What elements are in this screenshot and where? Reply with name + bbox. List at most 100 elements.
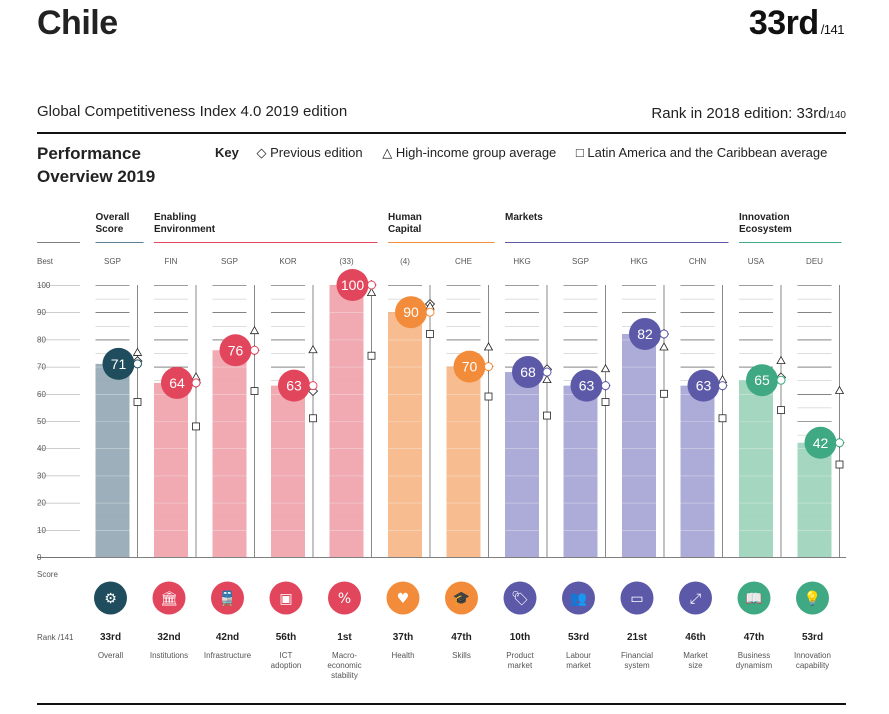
triangle-icon: △ <box>382 145 393 160</box>
group-label: Markets <box>505 212 543 223</box>
pillar-name: adoption <box>271 661 302 670</box>
diamond-icon: ◇ <box>256 145 267 160</box>
performance-title: Performance Overview 2019 <box>37 142 155 188</box>
score-value: 65 <box>754 372 770 388</box>
pillar-rank: 53rd <box>802 632 823 643</box>
pillar-name: Skills <box>452 651 471 660</box>
score-circle <box>219 334 252 367</box>
pillar-name: Macro- <box>332 651 357 660</box>
pillar-icon-circle <box>269 581 303 615</box>
best-economy-label: (4) <box>400 257 410 266</box>
best-economy-label: KOR <box>279 257 297 266</box>
best-economy-label: FIN <box>165 257 178 266</box>
pillar-icon-circle <box>152 581 186 615</box>
score-bar <box>388 312 422 557</box>
high-income-marker <box>659 342 669 351</box>
latam-marker <box>718 414 727 423</box>
pillar-icon-circle <box>737 581 771 615</box>
best-economy-label: HKG <box>630 257 647 266</box>
score-dot <box>835 438 844 448</box>
pillar-name: Product <box>506 651 534 660</box>
score-value: 90 <box>403 304 419 320</box>
pillar-name: economic <box>327 661 361 670</box>
pillar-name: Labour <box>566 651 591 660</box>
group-label: Enabling <box>154 212 196 223</box>
best-economy-label: DEU <box>806 257 823 266</box>
bottom-rule <box>37 703 846 705</box>
legend-label: Key <box>215 145 239 160</box>
score-circle <box>512 356 544 389</box>
best-economy-label: (33) <box>339 257 354 266</box>
card-icon: ▭ <box>630 591 643 607</box>
top-rule <box>37 132 846 134</box>
pillar-icon-circle <box>445 581 478 615</box>
score-value: 63 <box>286 378 302 394</box>
best-economy-label: SGP <box>572 257 589 266</box>
pillar-name: Overall <box>98 651 124 660</box>
legend-latam: □ Latin America and the Caribbean averag… <box>576 145 827 160</box>
score-dot <box>425 307 435 317</box>
latam-marker <box>426 330 434 338</box>
score-bar <box>680 385 715 557</box>
latam-marker <box>835 460 844 469</box>
score-bar <box>446 366 481 557</box>
pillar-rank: 47th <box>451 632 472 643</box>
score-dot <box>718 381 727 391</box>
pillar-icon-circle <box>211 581 244 615</box>
pillar-icon-circle <box>328 581 361 615</box>
score-dot <box>367 280 376 290</box>
pillar-name: market <box>566 661 591 670</box>
group-label: Human <box>388 212 422 223</box>
score-circle <box>687 369 720 402</box>
pillar-icon-circle <box>796 581 829 615</box>
pillar-name: Business <box>738 651 770 660</box>
score-circle <box>395 296 427 329</box>
score-dot <box>250 345 259 355</box>
pillar-rank: 46th <box>685 632 706 643</box>
score-bar <box>271 385 305 557</box>
pillar-name: size <box>688 661 703 670</box>
group-label-line2: Score <box>96 224 124 235</box>
score-dot <box>191 378 201 388</box>
score-bar <box>622 333 656 557</box>
chip-icon: ▣ <box>279 591 292 607</box>
legend-previous-label: Previous edition <box>270 145 363 160</box>
percent-icon: % <box>338 591 351 607</box>
score-value: 63 <box>579 378 595 394</box>
group-label-line2: Capital <box>388 224 422 235</box>
expand-icon: ⤢ <box>690 591 701 607</box>
latam-marker <box>133 398 142 406</box>
institution-icon: 🏛 <box>160 590 178 607</box>
score-dot <box>308 381 318 391</box>
pillar-icon-circle <box>562 581 595 615</box>
pillar-icon-circle <box>503 581 537 615</box>
group-label-line2: Environment <box>154 224 216 235</box>
score-bar <box>563 385 598 557</box>
train-icon: 🚆 <box>219 590 236 607</box>
rank-2018: Rank in 2018 edition: 33rd/140 <box>651 105 846 122</box>
score-bar <box>154 382 188 557</box>
rank-2018-label: Rank in 2018 edition: 33rd <box>651 105 827 122</box>
score-circle <box>336 269 369 301</box>
latam-marker <box>543 411 551 420</box>
high-income-marker <box>132 347 143 356</box>
pillar-name: stability <box>331 671 358 680</box>
performance-title-line2: Overview 2019 <box>37 167 156 186</box>
high-income-marker <box>366 287 377 296</box>
pillar-name: market <box>508 661 533 670</box>
latam-marker <box>777 406 785 415</box>
score-value: 64 <box>169 375 185 391</box>
score-value: 76 <box>228 342 244 358</box>
country-title: Chile <box>37 4 118 42</box>
pillar-rank: 33rd <box>100 632 121 643</box>
score-dot <box>659 329 669 339</box>
gear-icon: ⚙ <box>104 591 117 607</box>
score-dot <box>601 381 610 391</box>
latam-marker <box>250 387 259 395</box>
index-title: Global Competitiveness Index 4.0 2019 ed… <box>37 103 348 120</box>
pillar-name: Infrastructure <box>204 651 252 660</box>
heart-icon: ♥ <box>397 591 410 607</box>
pillar-rank: 21st <box>627 632 648 643</box>
pillar-rank: 53rd <box>568 632 589 643</box>
